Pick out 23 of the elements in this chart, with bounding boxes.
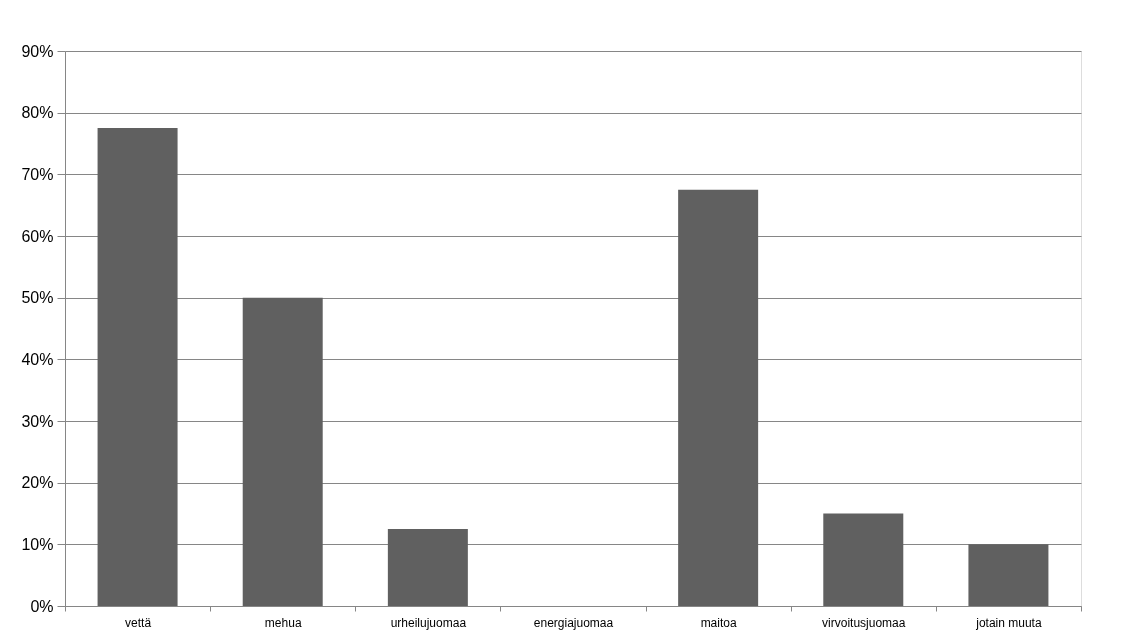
y-tick-label: 0% [30, 597, 54, 615]
y-tick-label: 60% [21, 227, 54, 245]
x-tick-label: maitoa [700, 615, 737, 630]
y-tick-label: 50% [21, 289, 54, 307]
bar [242, 297, 323, 606]
x-tick-label: jotain muuta [975, 615, 1042, 630]
y-tick-label: 30% [21, 412, 54, 430]
y-tick-label: 80% [21, 104, 54, 122]
y-tick-label: 10% [21, 535, 54, 553]
x-tick-label: virvoitusjuomaa [822, 615, 906, 630]
x-tick-label: urheilujuomaa [390, 615, 467, 630]
bar [97, 128, 178, 606]
y-tick-label: 70% [21, 165, 54, 183]
y-tick-label: 40% [21, 350, 54, 368]
bar [968, 544, 1049, 606]
y-tick-label: 90% [21, 42, 54, 60]
x-tick-label: mehua [264, 615, 302, 630]
y-tick-label: 20% [21, 474, 54, 492]
bar [678, 189, 759, 606]
x-tick-label: energiajuomaa [533, 615, 614, 630]
x-tick-label: vettä [125, 615, 152, 630]
bar [823, 513, 904, 606]
bar [387, 528, 468, 606]
